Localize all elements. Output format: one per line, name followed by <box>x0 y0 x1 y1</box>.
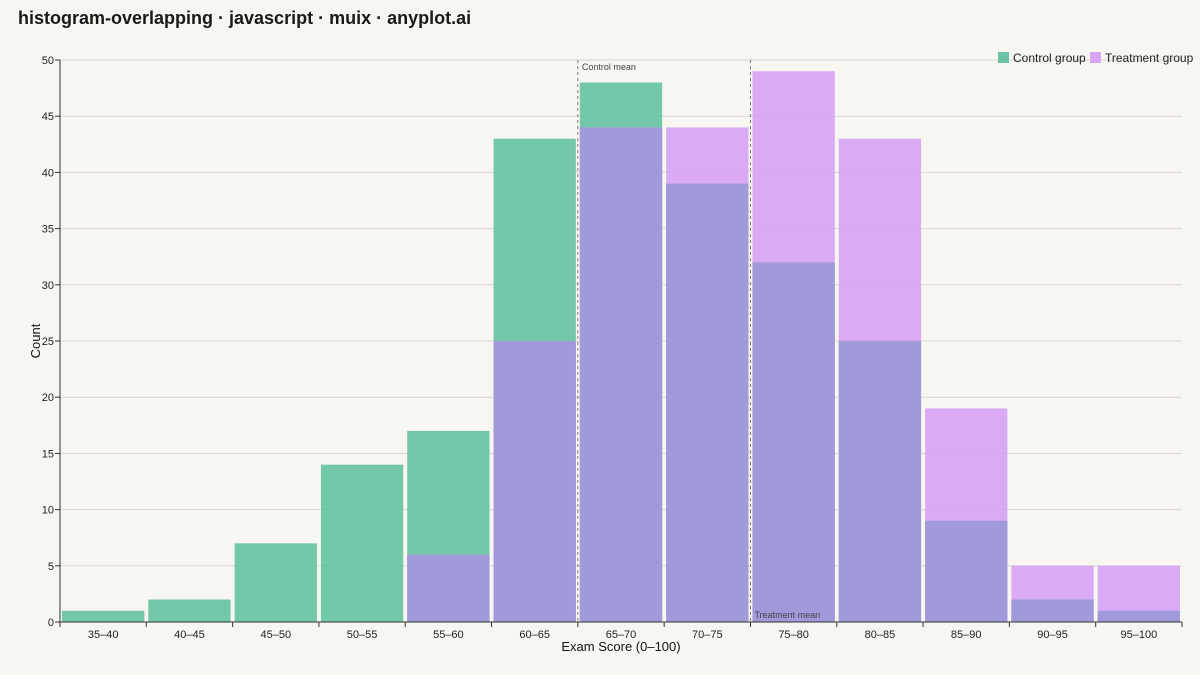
x-tick-label: 75–80 <box>778 629 809 641</box>
x-tick-label: 45–50 <box>260 629 291 641</box>
x-tick-label: 40–45 <box>174 629 205 641</box>
legend[interactable]: Control group Treatment group <box>998 51 1194 65</box>
bar-overlap <box>666 183 749 622</box>
x-tick-label: 60–65 <box>519 629 550 641</box>
bar-overlap <box>1097 610 1180 622</box>
y-tick-label: 0 <box>48 617 54 629</box>
x-tick-label: 50–55 <box>347 629 378 641</box>
bar-overlap <box>752 262 835 622</box>
x-tick-label: 80–85 <box>865 629 896 641</box>
bar-control <box>320 464 404 622</box>
x-tick-label: 90–95 <box>1037 629 1068 641</box>
y-tick-label: 30 <box>42 280 54 292</box>
y-tick-label: 5 <box>48 561 54 573</box>
bar-overlap <box>407 554 490 622</box>
y-tick-label: 20 <box>42 392 54 404</box>
x-axis-title: Exam Score (0–100) <box>561 639 680 654</box>
bar-overlap <box>838 341 922 622</box>
bar-control <box>234 543 317 622</box>
bar-overlap <box>925 520 1008 622</box>
y-axis-title: Count <box>28 323 43 358</box>
bar-overlap <box>493 341 576 622</box>
bar-control <box>62 610 145 622</box>
legend-swatch <box>998 52 1009 63</box>
y-tick-label: 45 <box>42 111 54 123</box>
y-tick-label: 50 <box>42 55 54 67</box>
mean-annotations: Control mean Treatment mean <box>577 60 820 622</box>
legend-label: Treatment group <box>1105 51 1194 65</box>
y-tick-label: 35 <box>42 224 54 236</box>
axes: 0 5 10 15 20 25 30 35 40 45 50 35–40 40–45 45–50 50–55… <box>42 55 1183 641</box>
bars-layer <box>62 71 1180 623</box>
y-tick-label: 15 <box>42 448 54 460</box>
bar-control <box>148 599 231 622</box>
x-tick-label: 70–75 <box>692 629 723 641</box>
bar-overlap <box>579 127 663 622</box>
x-tick-label: 65–70 <box>606 629 637 641</box>
mean-label: Treatment mean <box>754 610 820 620</box>
legend-label: Control group <box>1013 51 1086 65</box>
mean-label: Control mean <box>582 62 636 72</box>
y-tick-label: 25 <box>42 336 54 348</box>
x-tick-label: 35–40 <box>88 629 119 641</box>
bar-overlap <box>1011 599 1094 622</box>
x-tick-label: 95–100 <box>1120 629 1157 641</box>
legend-swatch <box>1090 52 1101 63</box>
chart-title: histogram-overlapping · javascript · mui… <box>18 8 472 28</box>
y-tick-label: 10 <box>42 505 54 517</box>
x-tick-label: 55–60 <box>433 629 464 641</box>
x-tick-label: 85–90 <box>951 629 982 641</box>
y-tick-label: 40 <box>42 167 54 179</box>
